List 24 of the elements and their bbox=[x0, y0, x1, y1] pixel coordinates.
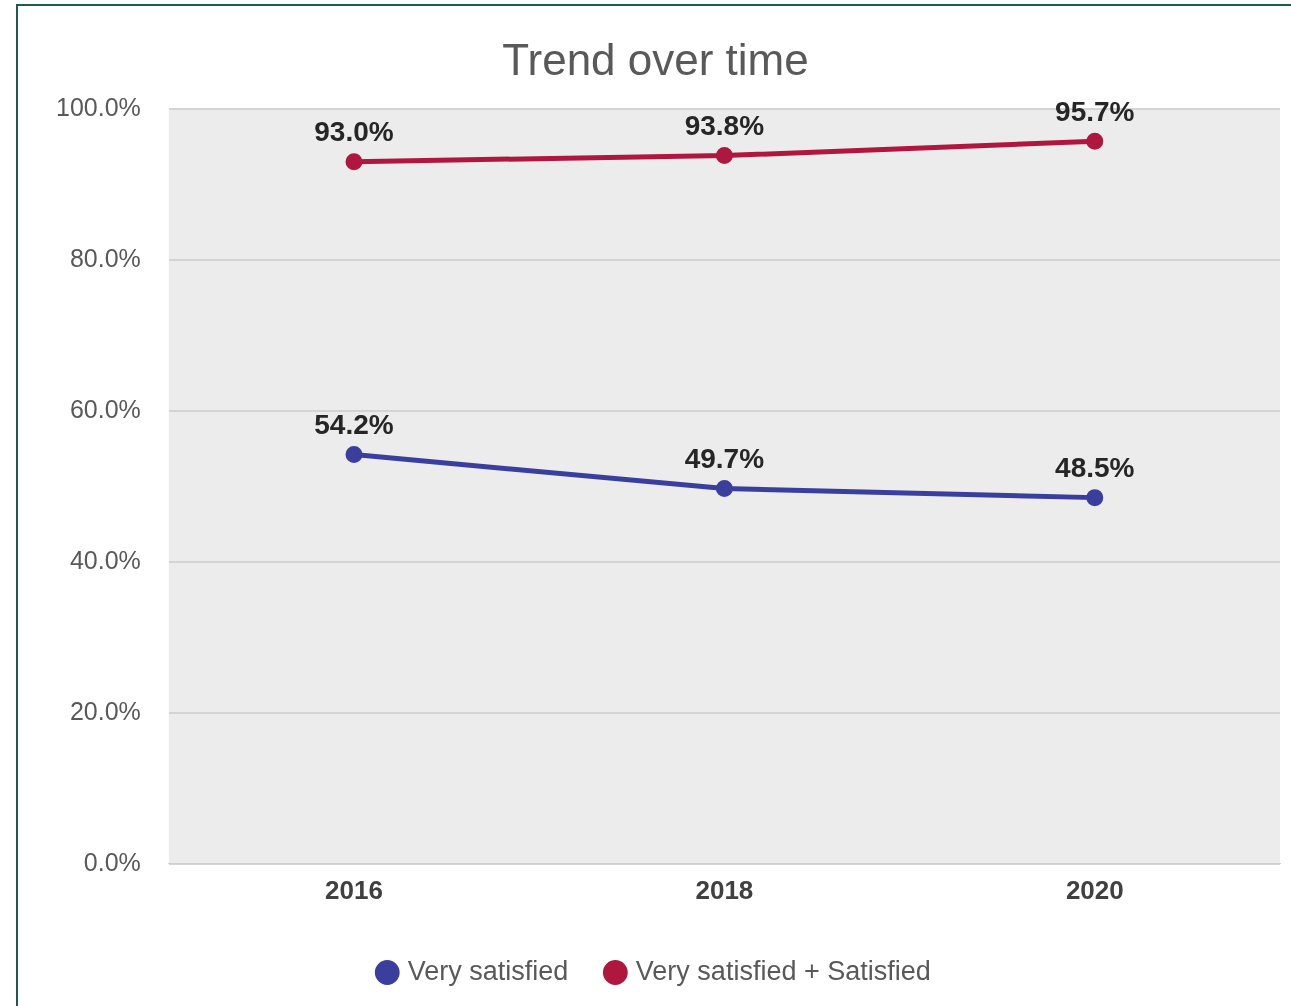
point bbox=[1086, 132, 1104, 150]
data-label: 93.8% bbox=[684, 110, 765, 142]
y-tick-label: 100.0% bbox=[55, 92, 141, 121]
y-tick-label: 20.0% bbox=[69, 696, 141, 725]
data-label: 93.0% bbox=[314, 116, 394, 148]
data-label: 49.7% bbox=[684, 443, 765, 475]
x-tick-label: 2016 bbox=[325, 874, 383, 905]
point bbox=[715, 147, 733, 165]
point bbox=[715, 480, 733, 498]
legend-label: Very satisfied bbox=[407, 955, 569, 986]
legend-label: Very satisfied + Satisfied bbox=[635, 955, 931, 986]
x-tick-label: 2020 bbox=[1065, 874, 1124, 905]
point bbox=[345, 446, 363, 464]
data-label: 95.7% bbox=[1055, 95, 1135, 127]
x-tick-label: 2018 bbox=[695, 874, 754, 905]
y-tick-label: 80.0% bbox=[69, 243, 141, 272]
y-tick-label: 0.0% bbox=[83, 847, 141, 876]
chart-title: Trend over time bbox=[502, 34, 809, 84]
point bbox=[1086, 489, 1104, 507]
data-label: 54.2% bbox=[314, 409, 394, 441]
y-tick-label: 40.0% bbox=[69, 545, 141, 574]
y-tick-label: 60.0% bbox=[69, 394, 141, 423]
point bbox=[345, 153, 363, 171]
data-label: 48.5% bbox=[1055, 452, 1135, 484]
